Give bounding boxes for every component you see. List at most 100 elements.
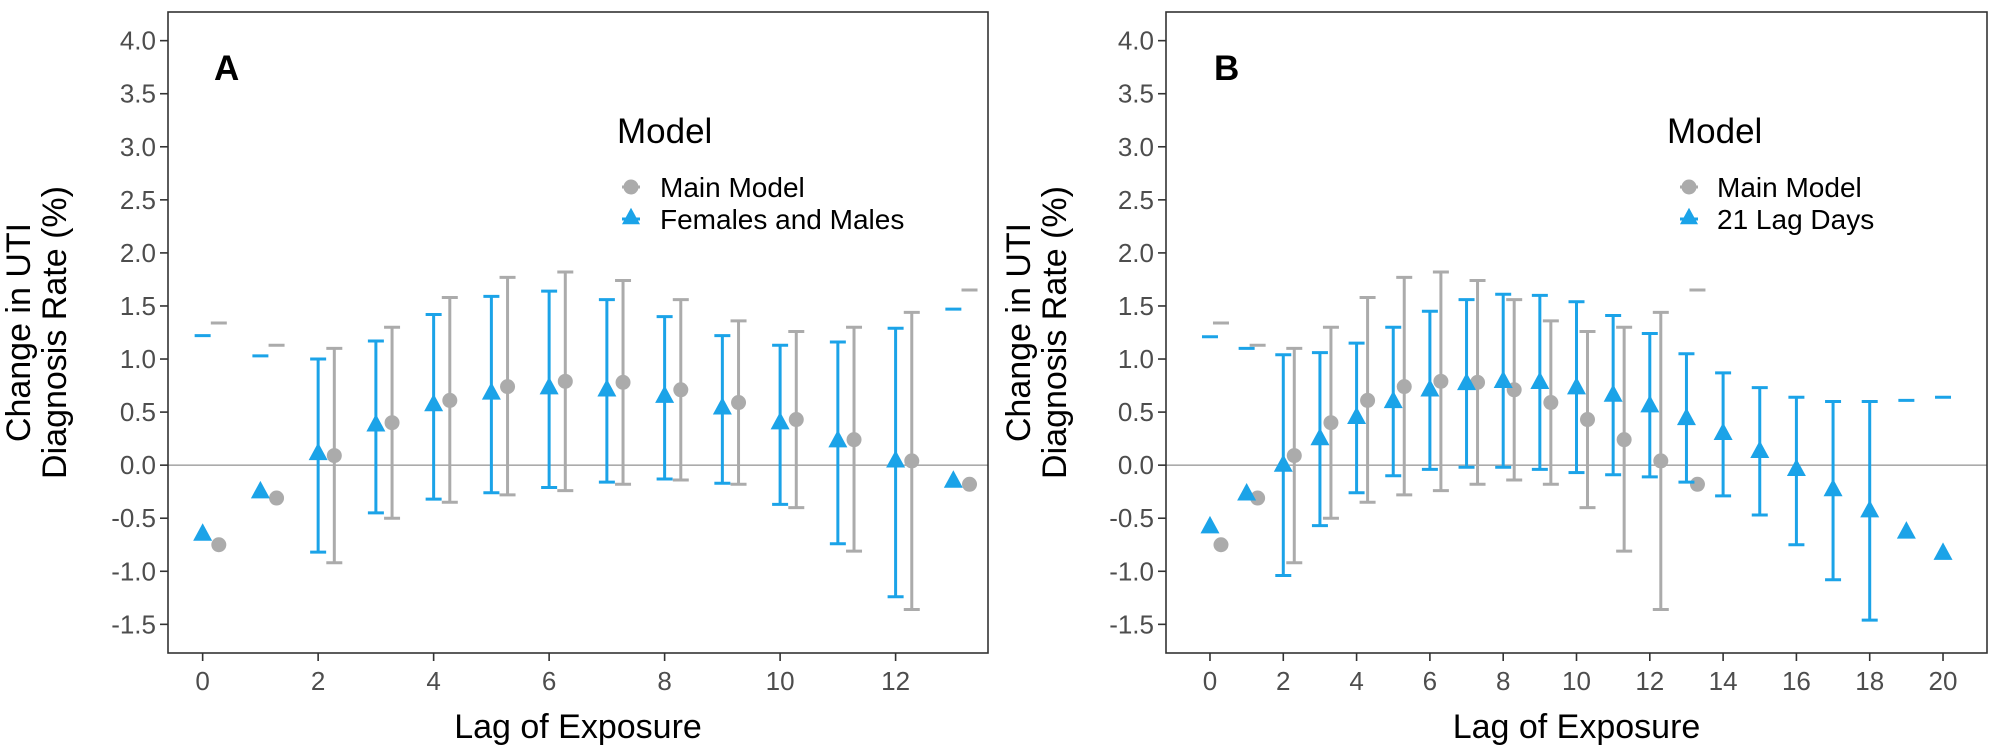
data-point [655,385,675,403]
data-point [1323,415,1339,431]
legend-title: Model [1667,112,1762,151]
data-point [943,470,963,488]
data-point [1273,454,1293,472]
y-tick-label: 0.5 [1118,397,1154,427]
data-point [846,432,862,448]
data-point [712,397,732,415]
legend-key-marker [1680,207,1698,225]
x-tick-label: 10 [1562,666,1591,696]
chart-panel-a: -1.5 -1.0 -0.5 0.0 0.5 1.0 1.5 2.0 2.5 3.0 3.5 4.0 0… [0,11,989,746]
x-axis-label: Lag of Exposure [454,708,702,746]
y-tick-label: 3.0 [1118,132,1154,162]
legend-key-marker [1681,179,1697,195]
y-tick-label: 0.5 [120,397,156,427]
y-tick-label: -0.5 [1109,503,1154,533]
data-point [1457,372,1477,391]
data-point [481,382,501,400]
data-point [1433,373,1449,389]
y-axis-label: Diagnosis Rate (%) [36,186,74,479]
data-point [731,395,747,411]
x-tick-label: 8 [1496,666,1510,696]
data-point [308,442,328,461]
x-tick-label: 16 [1782,666,1811,696]
data-point [384,415,400,431]
legend-title: Model [617,112,712,151]
data-point [211,537,227,553]
x-tick-label: 4 [426,666,440,696]
y-axis-label: Change in UTI [1000,223,1038,442]
plot-frame [167,11,989,654]
legend-entry-label: Main Model [1717,172,1862,203]
data-point [250,480,270,499]
y-tick-label: 4.0 [120,26,156,56]
data-point [1200,515,1220,534]
data-point [1676,407,1696,426]
data-point [904,453,920,469]
data-point [1750,440,1770,459]
x-tick-label: 0 [195,666,209,696]
y-tick-label: -1.5 [111,609,156,639]
legend-entry-label: Females and Males [660,204,904,235]
data-point [269,490,285,506]
data-point [1786,458,1806,477]
data-point [1603,384,1623,402]
legend-key-marker [622,207,640,225]
x-tick-label: 12 [1635,666,1664,696]
data-point [1896,521,1916,539]
data-point [1237,482,1257,501]
x-tick-label: 2 [311,666,325,696]
y-tick-label: 1.0 [1118,344,1154,374]
data-point [1933,542,1953,560]
x-tick-label: 14 [1709,666,1738,696]
y-tick-label: 2.0 [120,238,156,268]
y-tick-label: -0.5 [111,503,156,533]
series-females-and-males [193,289,963,599]
data-point [1653,453,1669,469]
chart-panel-b: -1.5 -1.0 -0.5 0.0 0.5 1.0 1.5 2.0 2.5 3.0 3.5 4.0 0… [1000,11,1988,746]
data-point [1347,406,1367,425]
data-point [442,392,458,408]
series-21-lag-days [1200,292,1953,622]
data-point [788,412,804,428]
legend-entry-label: 21 Lag Days [1717,204,1874,235]
x-tick-label: 2 [1276,666,1290,696]
y-tick-label: -1.5 [1109,609,1154,639]
data-point [1713,422,1733,440]
data-point [1823,478,1843,497]
panel-label: A [214,49,239,88]
y-tick-label: 0.0 [120,450,156,480]
data-point [1640,394,1660,413]
y-tick-label: 2.5 [1118,185,1154,215]
data-point [1530,371,1550,390]
data-point [770,411,790,430]
y-axis-label: Diagnosis Rate (%) [1036,186,1074,479]
data-point [615,374,631,390]
data-point [1860,499,1880,518]
data-point [500,379,516,395]
data-point [597,378,617,397]
x-tick-label: 6 [1423,666,1437,696]
x-tick-label: 18 [1855,666,1884,696]
x-tick-label: 12 [881,666,910,696]
data-point [962,476,978,492]
series-main-model [1212,270,1706,611]
legend-entry-label: Main Model [660,172,805,203]
y-tick-label: -1.0 [111,556,156,586]
x-tick-label: 20 [1929,666,1958,696]
legend-key-marker [623,179,639,195]
data-point [1616,432,1632,448]
data-point [1213,537,1229,553]
data-point [886,450,906,468]
data-point [1689,476,1705,492]
x-tick-label: 10 [766,666,795,696]
y-tick-label: 2.5 [120,185,156,215]
x-axis-label: Lag of Exposure [1453,708,1701,746]
data-point [1250,490,1266,506]
y-tick-label: 0.0 [1118,450,1154,480]
y-tick-label: -1.0 [1109,556,1154,586]
data-point [1310,427,1330,446]
x-tick-label: 8 [657,666,671,696]
data-point [1360,392,1376,408]
